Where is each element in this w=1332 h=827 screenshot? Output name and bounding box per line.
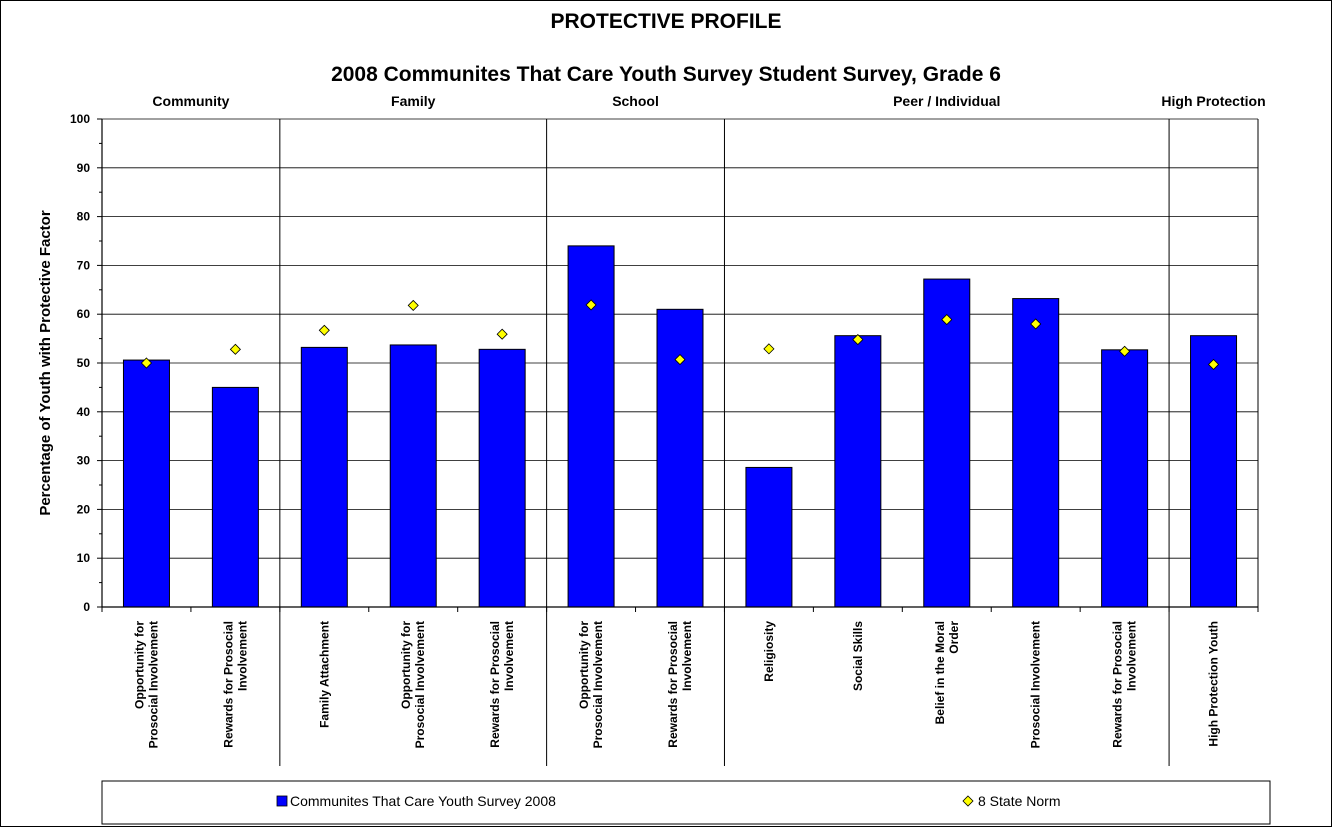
y-axis-label: Percentage of Youth with Protective Fact… [37,210,54,516]
y-tick-label: 70 [77,258,91,272]
group-label: School [612,93,659,109]
norm-marker [1030,318,1042,330]
bar [122,359,170,608]
legend-bar-swatch [276,795,288,807]
group-label: Family [391,93,436,109]
norm-marker [585,299,597,311]
y-tick-label: 50 [77,356,91,370]
legend-bar-label: Communites That Care Youth Survey 2008 [290,793,556,809]
y-tick-label: 0 [83,600,90,614]
category-label-line: Prosocial Involvement [147,621,161,748]
category-label-line: Involvement [502,621,516,691]
norm-marker [407,299,419,311]
norm-marker [1119,345,1131,357]
category-label-line: Rewards for Prosocial [488,621,502,748]
chart-title: PROTECTIVE PROFILE [550,10,781,33]
group-separators [279,119,1170,766]
category-label-line: Opportunity for [577,621,591,709]
category-label-line: Rewards for Prosocial [1111,621,1125,748]
category-label-line: Order [947,621,961,654]
y-tick-label: 20 [77,502,91,516]
y-tick-label: 60 [77,307,91,321]
bar [1101,349,1149,608]
bar [1012,298,1060,608]
chart-subtitle: 2008 Communites That Care Youth Survey S… [331,63,1001,86]
norm-marker [1207,358,1220,371]
bar [389,344,437,608]
category-label-line: Prosocial Involvement [1029,621,1043,748]
category-label-line: Involvement [235,621,249,691]
bar [923,278,971,608]
norm-marker [674,354,686,366]
category-label-line: Prosocial Involvement [413,621,427,748]
bars [122,245,1238,608]
norm-markers [140,299,1220,371]
y-tick-label: 30 [77,454,91,468]
category-label-line: Rewards for Prosocial [221,621,235,748]
bar [478,348,526,608]
category-label-line: Opportunity for [399,621,413,709]
axes [97,118,1259,612]
category-label-line: Religiosity [762,621,776,682]
norm-marker [318,324,330,336]
norm-marker [852,334,864,346]
norm-marker [229,343,241,355]
category-label-line: Rewards for Prosocial [666,621,680,748]
legend-marker-swatch [962,795,974,807]
category-label-line: Prosocial Involvement [591,621,605,748]
group-labels: Community Family School Peer / Individual Hi… [152,93,1265,109]
legend: Communites That Care Youth Survey 2008 8… [101,780,1271,825]
norm-marker [763,343,775,355]
group-label: Community [152,93,229,109]
bar [656,308,704,608]
y-tick-labels: 0 10 20 30 40 50 60 70 80 90 100 [70,112,90,614]
bar [834,335,882,608]
legend-marker-label: 8 State Norm [978,793,1060,809]
norm-marker [941,314,953,326]
norm-marker [496,328,508,340]
category-label-line: Opportunity for [133,621,147,709]
bar [1190,335,1238,608]
legend-box [101,780,1271,825]
group-label: Peer / Individual [893,93,1000,109]
category-label-line: Belief in the Moral [933,621,947,724]
category-label-line: Social Skills [851,621,865,691]
category-label-line: Involvement [680,621,694,691]
category-label-line: Involvement [1125,621,1139,691]
group-label: High Protection [1161,93,1265,109]
category-label-line: High Protection Youth [1207,621,1221,747]
norm-marker [140,357,153,369]
y-tick-label: 80 [77,210,91,224]
category-labels: Opportunity for Prosocial Involvement Rewa… [133,621,1221,749]
bar [211,386,259,608]
y-tick-label: 90 [77,161,91,175]
bar [300,346,348,608]
y-tick-label: 40 [77,405,91,419]
bar [745,466,793,608]
category-label-line: Family Attachment [317,621,331,728]
y-tick-label: 10 [77,551,91,565]
y-tick-label: 100 [70,112,90,126]
